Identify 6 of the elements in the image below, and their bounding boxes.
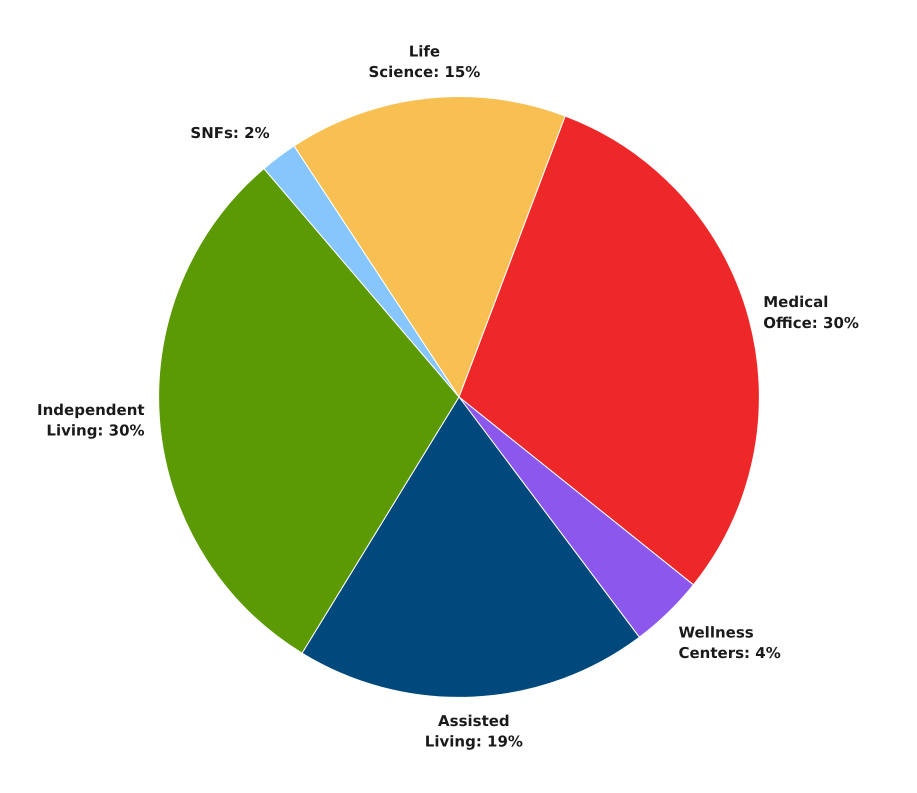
slice-label: Independent Living: 30% bbox=[37, 401, 145, 440]
slice-label: Life Science: 15% bbox=[368, 42, 480, 81]
slice-label: SNFs: 2% bbox=[190, 124, 270, 142]
slice-label: Medical Office: 30% bbox=[763, 293, 859, 332]
slice-label: Wellness Centers: 4% bbox=[678, 624, 781, 662]
slice-label: Assisted Living: 19% bbox=[424, 712, 523, 751]
